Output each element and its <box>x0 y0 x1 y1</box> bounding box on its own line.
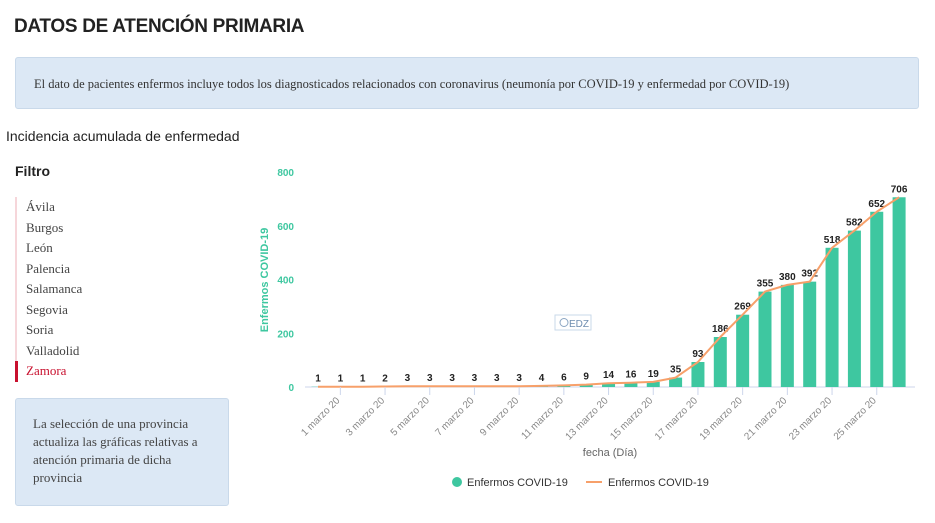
x-axis-title: fecha (Día) <box>583 447 637 459</box>
y-axis-title: Enfermos COVID-19 <box>259 228 271 333</box>
data-label: 9 <box>583 372 589 383</box>
data-label: 3 <box>494 373 500 384</box>
data-label: 93 <box>692 349 704 360</box>
data-label: 2 <box>382 373 388 384</box>
y-tick-label: 200 <box>277 329 294 340</box>
x-tick-label: 5 marzo 20 <box>389 395 432 438</box>
y-tick-label: 0 <box>288 383 294 394</box>
province-item[interactable]: Ávila <box>26 199 55 214</box>
filter-title: Filtro <box>15 163 50 179</box>
x-tick-label: 15 marzo 20 <box>608 395 655 442</box>
data-label: 1 <box>338 374 344 385</box>
x-tick-label: 9 marzo 20 <box>478 395 521 438</box>
legend: Enfermos COVID-19 Enfermos COVID-19 <box>452 477 709 489</box>
page-title: DATOS DE ATENCIÓN PRIMARIA <box>14 16 305 37</box>
legend-item-line[interactable]: Enfermos COVID-19 <box>586 477 709 489</box>
data-label: 269 <box>734 302 751 313</box>
legend-bar-symbol <box>452 477 462 487</box>
data-label: 380 <box>779 272 796 283</box>
data-label: 582 <box>846 218 863 229</box>
data-label: 186 <box>712 324 729 335</box>
bar[interactable] <box>825 247 839 387</box>
data-label: 4 <box>539 373 545 384</box>
bar[interactable] <box>803 281 817 387</box>
data-label: 3 <box>472 373 478 384</box>
bar[interactable] <box>736 314 750 387</box>
data-label: 3 <box>449 373 455 384</box>
province-item[interactable]: Soria <box>26 322 54 337</box>
data-label: 518 <box>824 235 841 246</box>
data-label: 652 <box>868 199 885 210</box>
province-item[interactable]: Burgos <box>26 219 64 235</box>
data-label: 706 <box>891 184 908 195</box>
data-label: 3 <box>405 373 411 384</box>
x-tick-label: 7 marzo 20 <box>433 395 476 438</box>
data-label: 6 <box>561 372 567 383</box>
province-item[interactable]: Segovia <box>26 301 68 317</box>
x-tick-label: 1 marzo 20 <box>299 395 342 438</box>
data-label: 1 <box>360 374 366 385</box>
data-label: 35 <box>670 365 682 376</box>
data-label: 355 <box>757 279 774 290</box>
bar[interactable] <box>579 384 593 387</box>
bar[interactable] <box>870 211 884 387</box>
x-tick-label: 17 marzo 20 <box>653 395 700 442</box>
province-list: Ávila Burgos León Palencia Salamanca Segovia S… <box>15 197 82 382</box>
bar[interactable] <box>602 383 616 387</box>
x-tick-label: 11 marzo 20 <box>519 395 566 442</box>
series-line <box>318 196 900 388</box>
x-tick-label: 21 marzo 20 <box>742 395 789 442</box>
province-item[interactable]: Valladolid <box>26 342 80 358</box>
y-tick-label: 600 <box>277 222 294 233</box>
data-label: 1 <box>315 374 321 385</box>
notice-banner: El dato de pacientes enfermos incluye to… <box>15 57 919 109</box>
legend-bar-label: Enfermos COVID-19 <box>467 477 568 489</box>
legend-line-label: Enfermos COVID-19 <box>608 477 709 489</box>
bar[interactable] <box>713 337 727 387</box>
bar[interactable] <box>892 197 906 387</box>
bar[interactable] <box>646 381 660 387</box>
bar[interactable] <box>758 291 772 387</box>
data-label: 3 <box>516 373 522 384</box>
province-item[interactable]: Salamanca <box>26 281 83 296</box>
data-label: 392 <box>801 269 818 280</box>
watermark-text: EDZ <box>569 319 589 330</box>
x-tick-label: 13 marzo 20 <box>564 395 611 442</box>
bar[interactable] <box>847 230 861 387</box>
bar[interactable] <box>624 382 638 387</box>
legend-item-bars[interactable]: Enfermos COVID-19 <box>452 477 568 489</box>
province-item[interactable]: Zamora <box>15 361 82 382</box>
bar[interactable] <box>780 284 794 387</box>
data-label: 14 <box>603 370 615 381</box>
x-tick-label: 25 marzo 20 <box>832 395 879 442</box>
section-title: Incidencia acumulada de enfermedad <box>6 128 240 144</box>
data-label: 3 <box>427 373 433 384</box>
x-tick-label: 23 marzo 20 <box>787 395 834 442</box>
bar[interactable] <box>691 362 705 387</box>
watermark: EDZ <box>554 314 592 331</box>
y-tick-label: 400 <box>277 276 294 287</box>
data-label: 19 <box>648 369 660 380</box>
filter-info-box: La selección de una provincia actualiza … <box>15 398 229 506</box>
x-tick-label: 3 marzo 20 <box>344 395 387 438</box>
province-item[interactable]: León <box>26 240 53 255</box>
bar[interactable] <box>669 377 683 387</box>
y-tick-label: 800 <box>277 168 294 179</box>
x-tick-label: 19 marzo 20 <box>698 395 745 442</box>
province-item[interactable]: Palencia <box>26 260 71 276</box>
data-label: 16 <box>625 370 637 381</box>
